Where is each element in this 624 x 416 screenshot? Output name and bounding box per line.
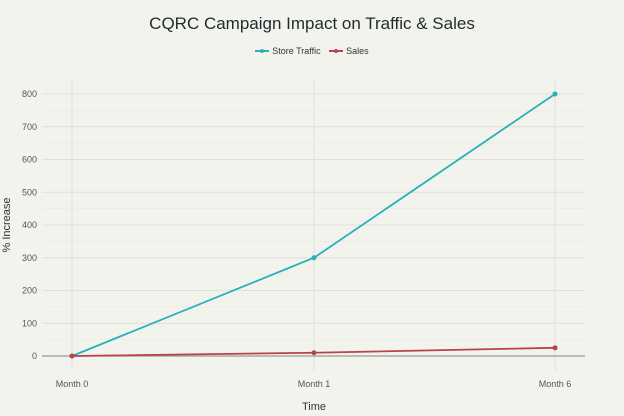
y-tick-label: 200 xyxy=(22,286,37,296)
legend-label: Store Traffic xyxy=(272,46,321,56)
legend-item-sales[interactable]: Sales xyxy=(329,46,369,56)
y-tick-label: 700 xyxy=(22,122,37,132)
data-point-sales xyxy=(69,353,75,359)
x-tick-label: Month 0 xyxy=(56,379,89,389)
y-tick-label: 500 xyxy=(22,187,37,197)
y-tick-label: 300 xyxy=(22,253,37,263)
legend: Store Traffic Sales xyxy=(0,46,624,56)
data-point-store-traffic xyxy=(311,255,317,261)
y-axis-label: % Increase xyxy=(1,197,13,252)
data-point-store-traffic xyxy=(552,91,558,97)
x-tick-label: Month 6 xyxy=(539,379,572,389)
y-tick-label: 0 xyxy=(32,351,37,361)
legend-label: Sales xyxy=(346,46,369,56)
legend-swatch xyxy=(255,49,270,53)
x-tick-label: Month 1 xyxy=(298,379,331,389)
chart-title: CQRC Campaign Impact on Traffic & Sales xyxy=(149,14,475,33)
data-point-sales xyxy=(311,350,317,356)
legend-item-store-traffic[interactable]: Store Traffic xyxy=(255,46,321,56)
data-point-sales xyxy=(552,345,558,351)
y-tick-label: 100 xyxy=(22,318,37,328)
x-axis-label: Time xyxy=(302,401,326,413)
y-tick-label: 800 xyxy=(22,89,37,99)
legend-swatch xyxy=(329,49,344,53)
y-tick-label: 600 xyxy=(22,155,37,165)
y-tick-label: 400 xyxy=(22,220,37,230)
